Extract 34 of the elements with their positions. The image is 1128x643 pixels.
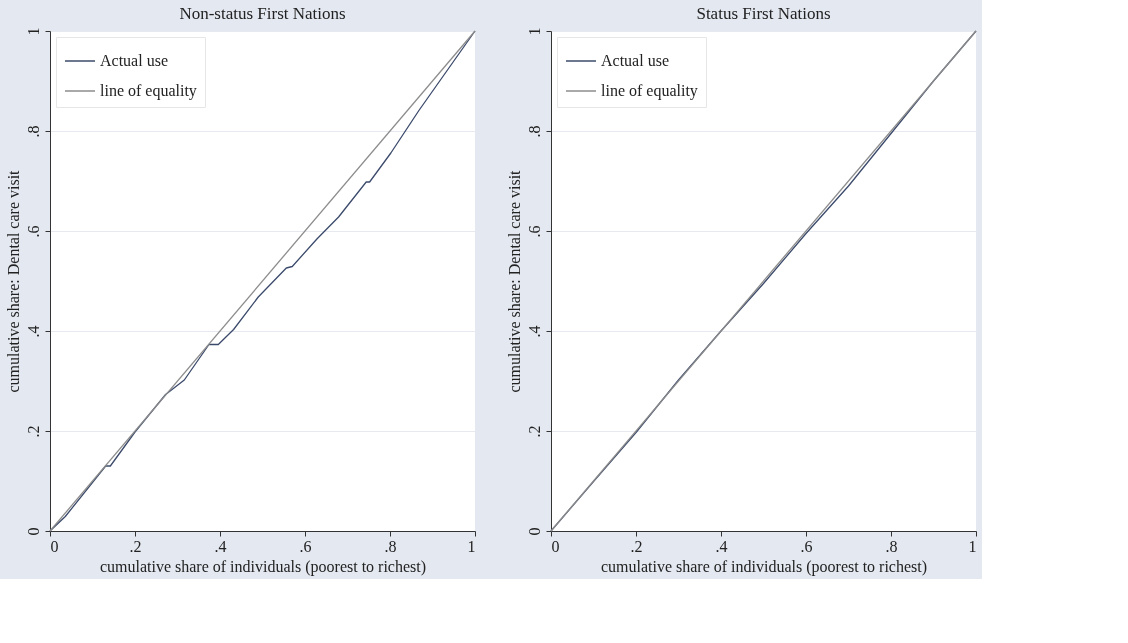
y-tick-label: .2 — [525, 425, 543, 438]
y-tick-label: 1 — [525, 27, 543, 36]
legend-label: Actual use — [100, 52, 168, 69]
y-tick-label: .8 — [24, 125, 42, 138]
legend-label: line of equality — [601, 82, 698, 100]
legend-label: line of equality — [100, 82, 197, 100]
x-tick-label: .6 — [299, 537, 312, 555]
x-tick-label: .2 — [129, 537, 142, 555]
y-tick-label: .4 — [525, 325, 543, 338]
y-tick-label: .4 — [24, 325, 42, 338]
y-axis-title: cumulative share: Dental care visit — [505, 169, 523, 393]
y-tick-label: 0 — [24, 527, 42, 536]
x-tick-label: .6 — [800, 537, 813, 555]
y-tick-label: .6 — [525, 225, 543, 238]
x-tick-label: .8 — [384, 537, 397, 555]
legend-label: Actual use — [601, 52, 669, 69]
x-tick-label: .4 — [715, 537, 728, 555]
chart-title: Status First Nations — [696, 4, 831, 23]
y-tick-label: .6 — [24, 225, 42, 238]
x-tick-label: .8 — [885, 537, 898, 555]
y-tick-label: .2 — [24, 425, 42, 438]
x-axis-title: cumulative share of individuals (poorest to richest) — [600, 557, 928, 576]
y-tick-label: 0 — [525, 527, 543, 536]
chart-title: Non-status First Nations — [179, 4, 346, 23]
x-axis-title: cumulative share of individuals (poorest to richest) — [99, 557, 427, 576]
x-tick-label: 1 — [467, 537, 476, 555]
y-tick-label: .8 — [525, 125, 543, 138]
y-axis-title: cumulative share: Dental care visit — [4, 169, 22, 393]
x-tick-label: 0 — [50, 537, 59, 555]
x-tick-label: .2 — [630, 537, 643, 555]
y-tick-label: 1 — [24, 27, 42, 36]
x-tick-label: 0 — [551, 537, 560, 555]
x-tick-label: 1 — [968, 537, 977, 555]
x-tick-label: .4 — [214, 537, 227, 555]
